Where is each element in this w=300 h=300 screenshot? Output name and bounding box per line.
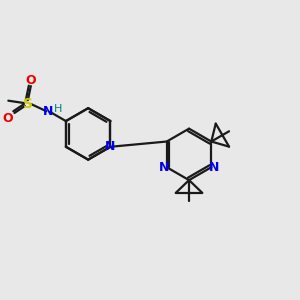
Text: N: N	[43, 105, 53, 118]
Text: N: N	[105, 140, 116, 153]
Text: N: N	[159, 161, 170, 174]
Text: S: S	[23, 97, 33, 111]
Text: O: O	[26, 74, 36, 87]
Text: H: H	[54, 104, 62, 114]
Text: N: N	[208, 161, 219, 174]
Text: O: O	[3, 112, 13, 125]
